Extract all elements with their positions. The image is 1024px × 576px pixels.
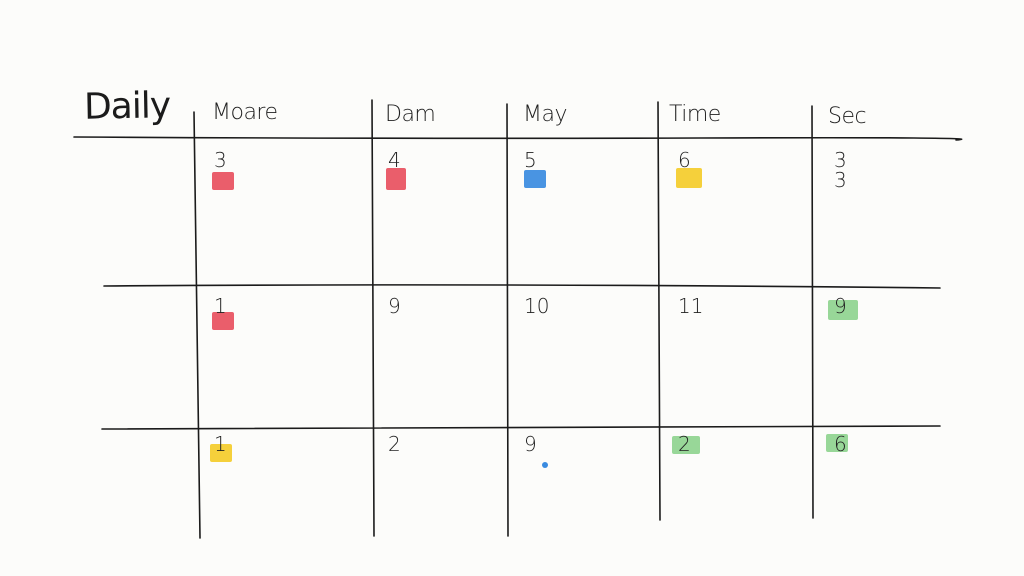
day-cell[interactable]: 4 [386, 148, 428, 190]
day-number: 9 [524, 432, 537, 456]
day-number: 1 [214, 432, 227, 456]
day-number: 4 [388, 148, 401, 172]
day-cell[interactable]: 5 [524, 150, 564, 190]
yellow-marker [210, 444, 232, 462]
day-number: 6 [834, 432, 847, 456]
column-divider-line [811, 105, 814, 519]
row-divider-line [103, 284, 941, 289]
column-divider-line [506, 103, 509, 537]
day-cell[interactable]: 11 [678, 296, 718, 336]
day-cell[interactable]: 3 3 [834, 150, 874, 190]
day-cell[interactable]: 9 [388, 296, 428, 336]
red-marker [212, 312, 234, 330]
day-cell[interactable]: 1 [210, 432, 254, 474]
day-cell[interactable]: 9 [524, 434, 564, 474]
day-number: 2 [388, 432, 401, 456]
blue-dot [542, 462, 548, 468]
day-number: 6 [678, 148, 691, 172]
red-marker [386, 168, 406, 190]
day-cell[interactable]: 1 [212, 294, 254, 336]
column-divider-line [657, 101, 661, 521]
day-cell[interactable]: 6 [676, 148, 718, 190]
green-marker [826, 434, 848, 452]
day-number: 11 [678, 294, 704, 318]
day-number: 3 [214, 148, 227, 172]
green-marker [828, 300, 858, 320]
day-cell[interactable]: 6 [826, 432, 874, 474]
row-divider-line [101, 425, 941, 430]
blue-marker [524, 170, 546, 188]
column-divider-line [193, 111, 201, 539]
day-number: 9 [834, 294, 847, 318]
day-cell[interactable]: 2 [672, 432, 718, 474]
day-cell[interactable]: 10 [524, 296, 564, 336]
column-header-5: Sec [828, 104, 867, 129]
day-number: 10 [524, 294, 550, 318]
day-number: 9 [388, 294, 401, 318]
header-divider-line [73, 136, 963, 141]
column-header-3: May [523, 102, 567, 127]
day-number: 2 [678, 432, 691, 456]
green-marker [672, 436, 700, 454]
column-header-2: Dam [385, 102, 436, 127]
day-number: 3 3 [834, 148, 847, 192]
column-divider-line [371, 99, 375, 537]
yellow-marker [676, 168, 702, 188]
day-cell[interactable]: 3 [212, 148, 254, 190]
red-marker [212, 172, 234, 190]
day-number: 5 [524, 148, 537, 172]
day-number: 1 [214, 294, 227, 318]
column-header-1: Moare [212, 100, 278, 125]
day-cell[interactable]: 2 [388, 434, 428, 474]
board-title: Daily [83, 85, 171, 128]
day-cell[interactable]: 9 [828, 294, 874, 336]
column-header-4: Time [669, 102, 721, 127]
